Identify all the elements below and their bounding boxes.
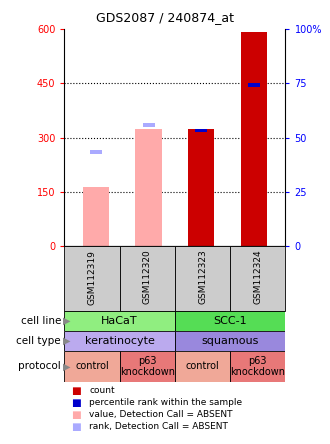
Bar [143, 123, 154, 127]
Text: p63
knockdown: p63 knockdown [120, 356, 175, 377]
Bar [64, 246, 119, 311]
Bar [248, 83, 260, 87]
Bar [175, 351, 230, 382]
Bar [230, 246, 285, 311]
Bar [119, 246, 175, 311]
Text: value, Detection Call = ABSENT: value, Detection Call = ABSENT [89, 410, 233, 419]
Text: cell line: cell line [21, 316, 61, 326]
Bar [241, 32, 267, 246]
Text: p63
knockdown: p63 knockdown [230, 356, 285, 377]
Text: ■: ■ [71, 386, 81, 396]
Bar [119, 351, 175, 382]
Bar [135, 129, 162, 246]
Text: GSM112320: GSM112320 [143, 250, 152, 305]
Bar [83, 186, 109, 246]
Text: ▶: ▶ [63, 316, 70, 326]
Text: squamous: squamous [202, 336, 259, 346]
Text: GSM112319: GSM112319 [87, 250, 96, 305]
Text: ▶: ▶ [63, 336, 70, 346]
Text: cell type: cell type [16, 336, 61, 346]
Text: GSM112324: GSM112324 [253, 250, 262, 304]
Text: GDS2087 / 240874_at: GDS2087 / 240874_at [96, 11, 234, 24]
Bar [230, 351, 285, 382]
Text: keratinocyte: keratinocyte [85, 336, 154, 346]
Bar [64, 331, 175, 351]
Text: ■: ■ [71, 422, 81, 432]
Bar [64, 311, 175, 331]
Text: ▶: ▶ [63, 361, 70, 371]
Text: GSM112323: GSM112323 [198, 250, 207, 305]
Text: control: control [186, 361, 219, 371]
Bar [195, 129, 207, 132]
Text: rank, Detection Call = ABSENT: rank, Detection Call = ABSENT [89, 422, 228, 431]
Bar [188, 129, 215, 246]
Text: percentile rank within the sample: percentile rank within the sample [89, 398, 242, 407]
Text: SCC-1: SCC-1 [214, 316, 247, 326]
Bar [175, 331, 285, 351]
Text: count: count [89, 386, 115, 395]
Bar [175, 311, 285, 331]
Text: control: control [75, 361, 109, 371]
Bar [64, 351, 119, 382]
Text: ■: ■ [71, 398, 81, 408]
Text: ■: ■ [71, 410, 81, 420]
Text: HaCaT: HaCaT [101, 316, 138, 326]
Text: protocol: protocol [18, 361, 61, 371]
Bar [175, 246, 230, 311]
Bar [90, 151, 102, 154]
